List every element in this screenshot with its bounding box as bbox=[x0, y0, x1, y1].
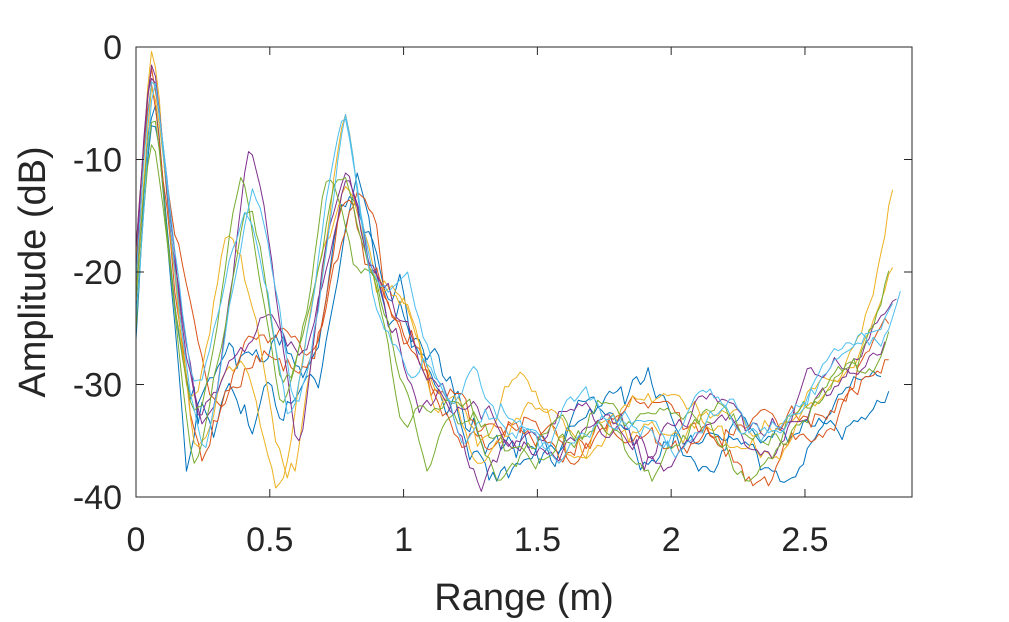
series-line-10 bbox=[136, 144, 890, 482]
y-tick-label: -10 bbox=[73, 142, 122, 180]
y-tick-label: -20 bbox=[73, 254, 122, 292]
x-tick-label: 0 bbox=[127, 521, 146, 559]
x-tick-label: 1 bbox=[394, 521, 413, 559]
series-line-12 bbox=[136, 81, 901, 451]
series-line-8 bbox=[136, 64, 897, 492]
x-tick-label: 0.5 bbox=[246, 521, 293, 559]
y-tick-label: -40 bbox=[73, 479, 122, 517]
x-tick-label: 2.5 bbox=[781, 521, 828, 559]
y-tick-label: 0 bbox=[103, 29, 122, 67]
x-axis-title: Range (m) bbox=[434, 577, 614, 619]
tick-layer: 0 0.5 1 1.5 2 2.5 0 -10 -20 -30 -40 bbox=[73, 29, 912, 559]
x-tick-label: 1.5 bbox=[514, 521, 561, 559]
series-line-11 bbox=[136, 82, 894, 464]
series-line-9 bbox=[136, 120, 890, 482]
y-tick-label: -30 bbox=[73, 367, 122, 405]
y-axis-title: Amplitude (dB) bbox=[12, 146, 54, 397]
series-line-2 bbox=[136, 125, 890, 482]
x-tick-label: 2 bbox=[662, 521, 681, 559]
series-line-7 bbox=[136, 78, 886, 472]
series-line-4 bbox=[136, 67, 890, 487]
series-line-6 bbox=[136, 87, 894, 489]
series-layer bbox=[136, 51, 901, 492]
